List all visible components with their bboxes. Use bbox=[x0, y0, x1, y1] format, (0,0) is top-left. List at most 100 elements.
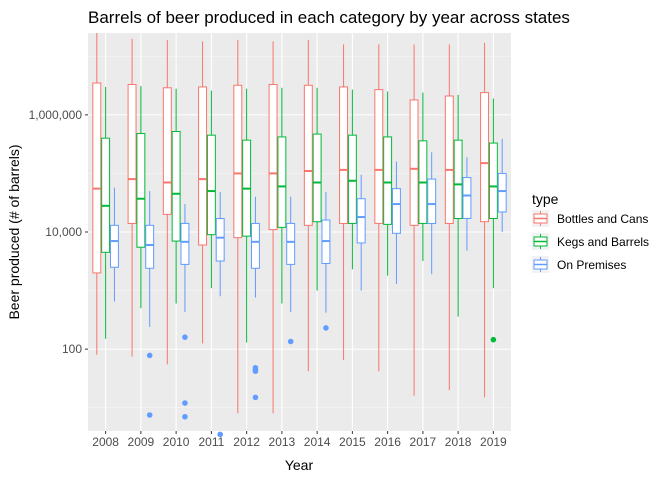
box bbox=[180, 204, 190, 420]
box-body bbox=[391, 188, 401, 234]
box bbox=[206, 90, 216, 289]
box-body bbox=[101, 137, 111, 253]
legend-title: type bbox=[532, 191, 559, 207]
box bbox=[171, 88, 181, 304]
box bbox=[321, 192, 331, 331]
box-body bbox=[462, 177, 472, 220]
box bbox=[145, 191, 155, 418]
axes: 100 10,000 1,000,000 2008 2009 2010 2011 2012 20… bbox=[29, 108, 507, 449]
chart-title: Barrels of beer produced in each categor… bbox=[88, 8, 570, 27]
series-bottles-and-cans bbox=[92, 33, 490, 414]
box-body bbox=[215, 218, 225, 262]
box bbox=[427, 152, 437, 275]
legend-label: On Premises bbox=[557, 258, 626, 272]
box bbox=[444, 44, 454, 391]
box bbox=[312, 87, 322, 291]
box bbox=[109, 187, 119, 302]
box-body bbox=[497, 172, 507, 213]
box bbox=[480, 42, 490, 398]
x-tick-label: 2016 bbox=[374, 435, 401, 449]
outlier-point bbox=[287, 338, 294, 345]
x-tick-label: 2009 bbox=[128, 435, 155, 449]
x-axis-title: Year bbox=[285, 457, 314, 473]
box bbox=[418, 92, 428, 261]
box bbox=[198, 41, 208, 344]
box-layer bbox=[92, 33, 507, 438]
box-body bbox=[171, 131, 181, 242]
x-tick-label: 2008 bbox=[92, 435, 119, 449]
outlier-point bbox=[182, 334, 188, 340]
box-body bbox=[233, 84, 243, 239]
box-body bbox=[127, 84, 137, 224]
box-body bbox=[488, 142, 498, 220]
box-body bbox=[92, 82, 102, 274]
box-body bbox=[145, 224, 155, 269]
box-body bbox=[427, 178, 437, 224]
box-body bbox=[347, 134, 357, 224]
box bbox=[347, 89, 357, 270]
box bbox=[136, 86, 146, 309]
box bbox=[303, 39, 313, 372]
box bbox=[215, 192, 225, 438]
box-body bbox=[339, 86, 349, 224]
series-on-premises bbox=[109, 138, 507, 438]
x-tick-label: 2017 bbox=[410, 435, 437, 449]
box bbox=[488, 98, 498, 343]
box bbox=[268, 41, 278, 414]
box bbox=[92, 33, 102, 355]
box bbox=[277, 87, 287, 304]
legend-label: Bottles and Cans bbox=[557, 212, 648, 226]
x-tick-label: 2012 bbox=[233, 435, 260, 449]
outlier-point bbox=[252, 394, 259, 401]
box-body bbox=[180, 222, 190, 265]
box bbox=[497, 138, 507, 232]
box-body bbox=[109, 224, 119, 268]
x-tick-label: 2014 bbox=[304, 435, 331, 449]
outlier-point bbox=[182, 400, 188, 406]
legend-item: On Premises bbox=[532, 256, 626, 273]
box bbox=[453, 94, 463, 317]
box-body bbox=[356, 198, 366, 244]
box-body bbox=[444, 95, 454, 224]
box bbox=[242, 88, 252, 343]
box-body bbox=[198, 86, 208, 246]
box-body bbox=[250, 222, 260, 269]
box-body bbox=[136, 133, 146, 248]
outlier-point bbox=[146, 352, 153, 359]
outlier-point bbox=[252, 364, 259, 371]
box-body bbox=[286, 222, 296, 265]
box-body bbox=[277, 136, 287, 228]
x-tick-label: 2015 bbox=[339, 435, 366, 449]
box-body bbox=[162, 87, 172, 215]
outlier-point bbox=[182, 413, 188, 420]
outlier-point bbox=[490, 336, 497, 343]
box bbox=[391, 161, 401, 284]
x-tick-label: 2018 bbox=[445, 435, 472, 449]
box bbox=[356, 174, 366, 291]
x-tick-label: 2019 bbox=[480, 435, 507, 449]
series-kegs-and-barrels bbox=[101, 86, 498, 343]
legend: type Bottles and Cans Kegs and Barrels On … bbox=[532, 191, 649, 273]
box bbox=[286, 196, 296, 345]
box bbox=[383, 91, 393, 276]
box-body bbox=[312, 133, 322, 223]
legend-item: Bottles and Cans bbox=[532, 210, 648, 227]
box bbox=[127, 38, 137, 357]
box-body bbox=[409, 99, 419, 226]
y-tick-label: 1,000,000 bbox=[29, 108, 83, 122]
box-body bbox=[480, 92, 490, 223]
legend-item: Kegs and Barrels bbox=[532, 233, 649, 250]
box bbox=[101, 86, 111, 339]
box bbox=[462, 157, 472, 251]
outlier-point bbox=[217, 431, 223, 438]
box bbox=[233, 39, 243, 414]
box bbox=[339, 44, 349, 361]
box-body bbox=[453, 139, 463, 220]
x-tick-label: 2010 bbox=[163, 435, 190, 449]
y-tick-label: 100 bbox=[62, 342, 82, 356]
outlier-point bbox=[146, 412, 153, 418]
box bbox=[162, 39, 172, 365]
box bbox=[409, 44, 419, 396]
box-body bbox=[374, 89, 384, 224]
legend-label: Kegs and Barrels bbox=[557, 235, 649, 249]
